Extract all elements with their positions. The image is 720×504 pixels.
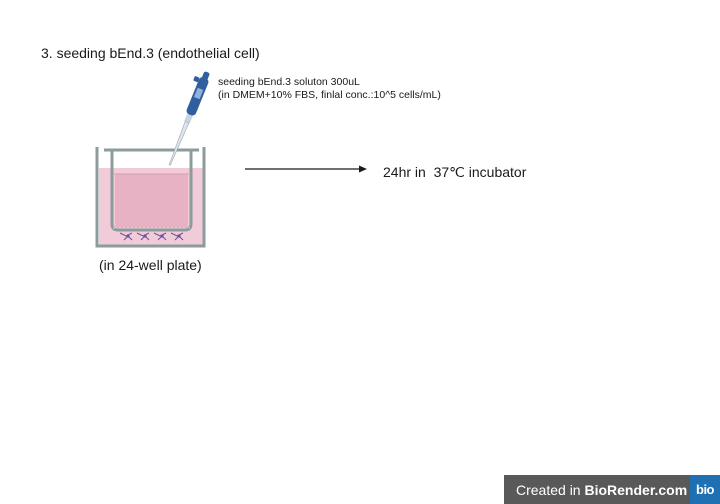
step-title: 3. seeding bEnd.3 (endothelial cell) (41, 45, 260, 61)
credit-prefix: Created in (516, 481, 585, 498)
credit-text: Created in BioRender.com (504, 482, 690, 498)
plate-caption: (in 24-well plate) (99, 257, 202, 273)
incubation-label: 24hr in 37℃ incubator (383, 164, 527, 180)
arrow-icon (245, 165, 367, 173)
transwell-insert-icon (104, 148, 199, 232)
pipette-icon (168, 71, 210, 166)
biorender-logo-icon: bio (690, 475, 720, 504)
biorender-credit[interactable]: Created in BioRender.com bio (504, 475, 720, 504)
pipette-annotation-line2: (in DMEM+10% FBS, finlal conc.:10^5 cell… (218, 89, 441, 101)
endothelial-cells-icon (119, 232, 184, 241)
credit-brand: BioRender.com (584, 481, 688, 498)
pipette-annotation: seeding bEnd.3 soluton 300uL (in DMEM+10… (218, 76, 441, 102)
pipette-annotation-line1: seeding bEnd.3 soluton 300uL (218, 76, 360, 88)
